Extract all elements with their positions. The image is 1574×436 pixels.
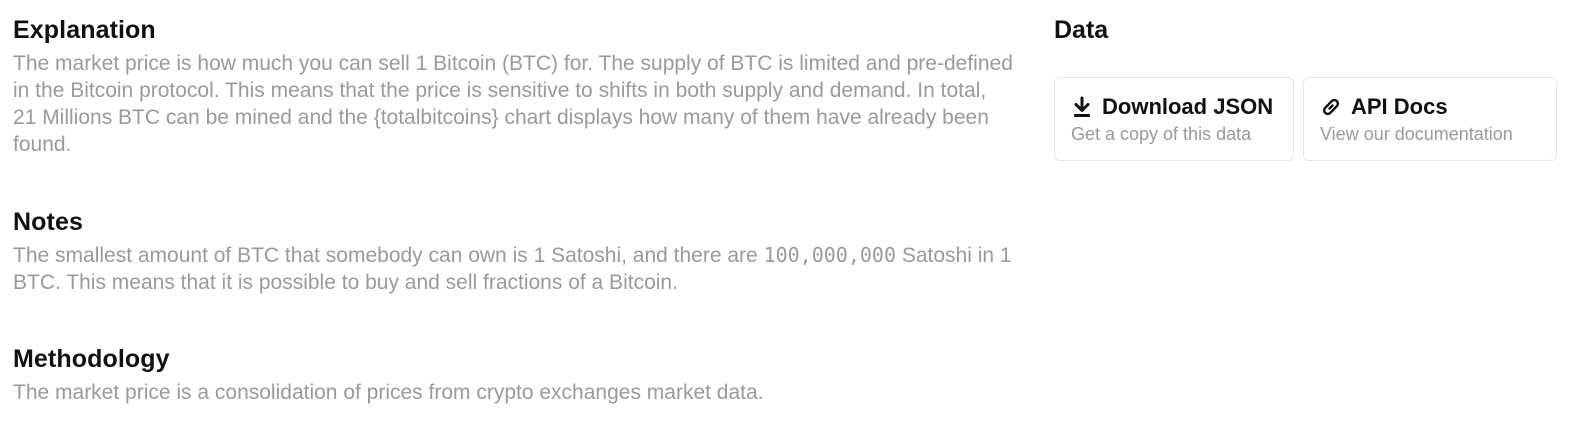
download-json-label: Download JSON [1102, 94, 1274, 119]
data-cards: Download JSON Get a copy of this data AP… [1054, 77, 1558, 161]
explanation-title: Explanation [13, 16, 156, 44]
info-column: Explanation The market price is how much… [13, 14, 1013, 406]
download-json-header: Download JSON [1071, 93, 1277, 121]
methodology-text: The market price is a consolidation of p… [13, 381, 764, 404]
data-column: Data Download JSON Get a copy of this da… [1054, 14, 1558, 161]
api-docs-subtitle: View our documentation [1320, 124, 1513, 144]
notes-text: The smallest amount of BTC that somebody… [13, 242, 1013, 296]
notes-text-end: Satoshi in 1 BTC. This means that it is … [13, 244, 1012, 294]
api-docs-label: API Docs [1351, 94, 1448, 119]
download-icon [1071, 96, 1093, 118]
methodology-title: Methodology [13, 345, 170, 373]
download-json-subtitle: Get a copy of this data [1071, 124, 1252, 144]
link-icon [1320, 96, 1342, 118]
satoshi-count: 100,000,000 [763, 243, 897, 267]
api-docs-button[interactable]: API Docs View our documentation [1303, 77, 1557, 161]
api-docs-header: API Docs [1320, 93, 1540, 121]
explanation-text: The market price is how much you can sel… [13, 52, 1013, 156]
download-json-button[interactable]: Download JSON Get a copy of this data [1054, 77, 1294, 161]
notes-section: Notes The smallest amount of BTC that so… [13, 206, 1013, 343]
methodology-section: Methodology The market price is a consol… [13, 343, 1013, 406]
notes-title: Notes [13, 208, 83, 236]
notes-text-start: The smallest amount of BTC that somebody… [13, 244, 764, 267]
explanation-section: Explanation The market price is how much… [13, 14, 1013, 206]
data-title: Data [1054, 16, 1109, 44]
